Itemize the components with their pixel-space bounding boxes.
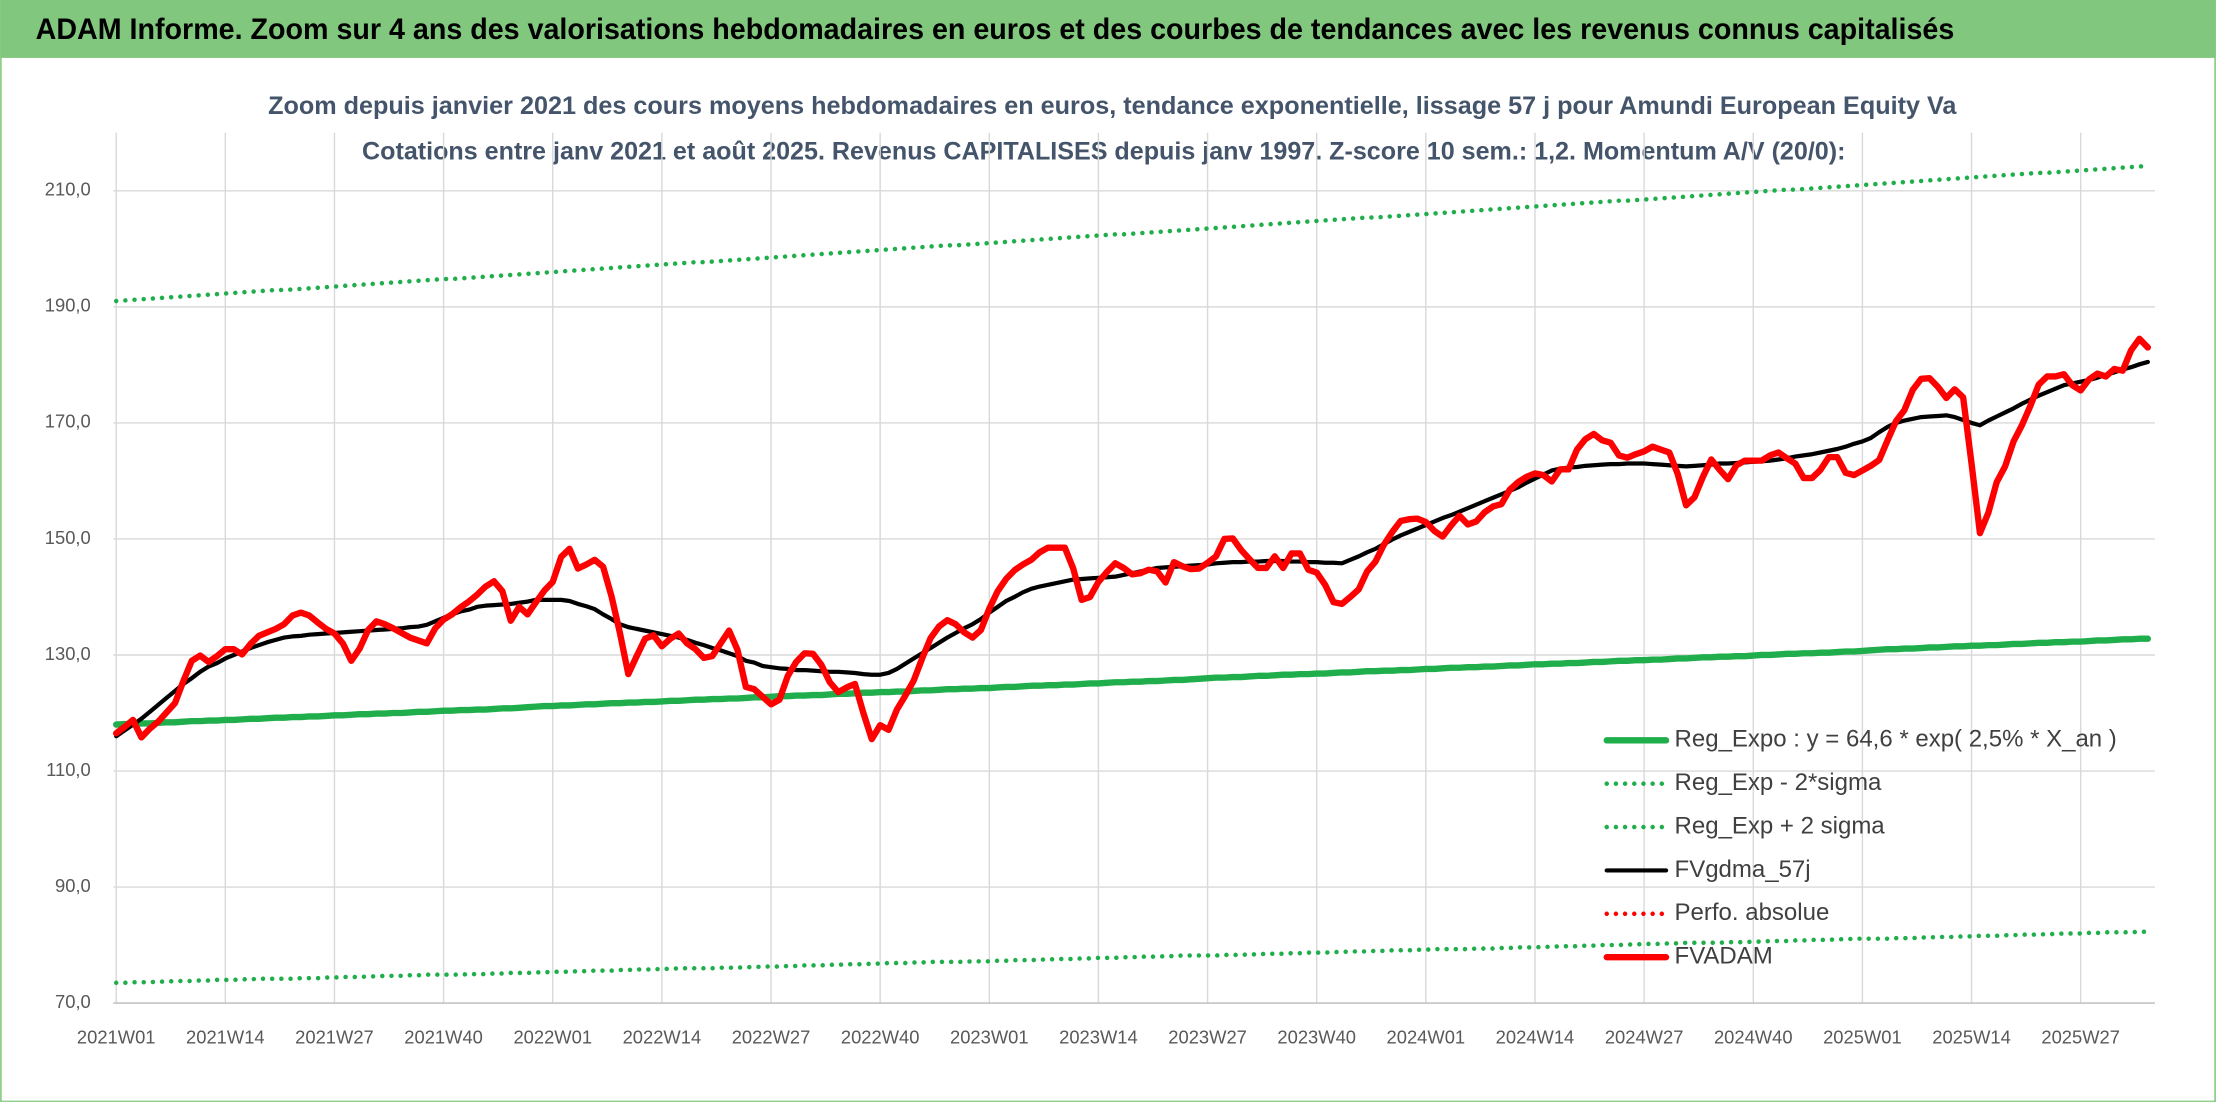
series-line: [113, 335, 2152, 743]
chart-title: Zoom depuis janvier 2021 des cours moyen…: [268, 92, 1957, 120]
x-tick-label: 2023W40: [1277, 1026, 1356, 1047]
legend-label: FVADAM: [1675, 943, 1773, 970]
page-title: ADAM Informe. Zoom sur 4 ans des valoris…: [36, 13, 1955, 46]
y-tick-label: 130,0: [45, 643, 91, 664]
legend-label: Reg_Exp + 2 sigma: [1675, 812, 1886, 839]
x-tick-label: 2025W14: [1932, 1026, 2011, 1047]
y-tick-label: 190,0: [45, 295, 91, 316]
header-banner: [0, 0, 2216, 58]
x-tick-label: 2024W14: [1496, 1026, 1575, 1047]
chart-subtitle: Cotations entre janv 2021 et août 2025. …: [362, 137, 1845, 165]
legend-label: Perfo. absolue: [1675, 899, 1830, 926]
y-tick-label: 210,0: [45, 179, 91, 200]
x-tick-label: 2022W14: [623, 1026, 702, 1047]
x-tick-label: 2023W27: [1168, 1026, 1247, 1047]
grid: 70,0 90,0 110,0 130,0 150,0 170,0 190,0 210,0 20…: [45, 132, 2155, 1047]
x-tick-label: 2025W27: [2041, 1026, 2120, 1047]
series-line: [113, 163, 2151, 304]
x-tick-label: 2023W01: [950, 1026, 1029, 1047]
legend-label: Reg_Expo : y = 64,6 * exp( 2,5% * X_an ): [1675, 726, 2117, 753]
x-tick-label: 2023W14: [1059, 1026, 1138, 1047]
x-tick-label: 2022W27: [732, 1026, 811, 1047]
legend: Reg_Expo : y = 64,6 * exp( 2,5% * X_an )…: [1603, 726, 2117, 970]
series-line: [113, 929, 2151, 986]
x-tick-label: 2021W40: [404, 1026, 483, 1047]
x-tick-label: 2024W01: [1387, 1026, 1466, 1047]
legend-label: Reg_Exp - 2*sigma: [1675, 769, 1882, 796]
x-tick-label: 2022W01: [513, 1026, 592, 1047]
plot-lines: [113, 163, 2152, 986]
legend-label: FVgdma_57j: [1675, 856, 1811, 883]
x-tick-label: 2021W27: [295, 1026, 374, 1047]
y-tick-label: 170,0: [45, 411, 91, 432]
x-tick-label: 2022W40: [841, 1026, 920, 1047]
series-line: [113, 635, 2152, 728]
y-tick-label: 90,0: [55, 875, 91, 896]
x-tick-label: 2021W14: [186, 1026, 265, 1047]
x-tick-label: 2024W27: [1605, 1026, 1684, 1047]
y-tick-label: 70,0: [55, 991, 91, 1012]
x-tick-label: 2021W01: [77, 1026, 156, 1047]
x-tick-label: 2024W40: [1714, 1026, 1793, 1047]
y-tick-label: 110,0: [46, 759, 91, 780]
y-tick-label: 150,0: [45, 527, 91, 548]
x-tick-label: 2025W01: [1823, 1026, 1902, 1047]
